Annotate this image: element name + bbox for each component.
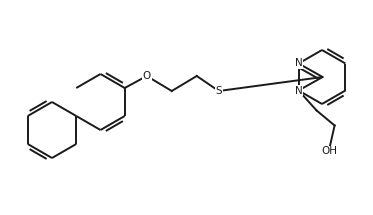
Text: S: S [216,86,222,96]
Text: O: O [142,71,151,81]
Text: N: N [295,86,303,95]
Text: OH: OH [322,146,338,157]
Text: N: N [295,58,303,69]
